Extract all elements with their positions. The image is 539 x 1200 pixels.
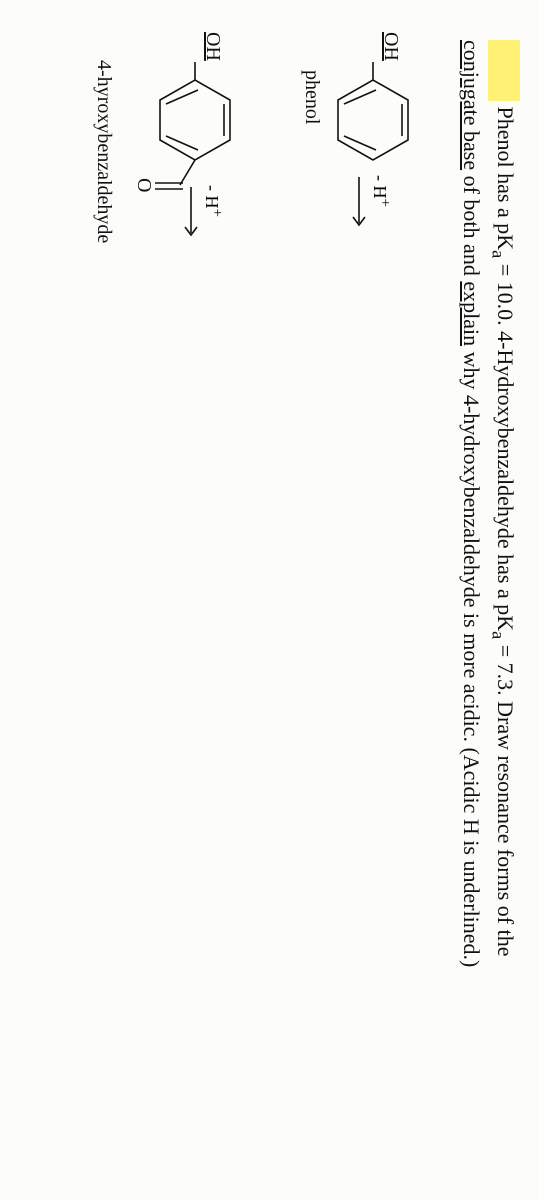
hba-row: O OH - H+ 4-hyroxybenzaldehyde: [60, 40, 260, 1200]
highlight-bar: [488, 40, 520, 101]
question-text: Phenol has a pKa = 10.0. 4-Hydroxybenzal…: [456, 40, 520, 1200]
phenol-label: phenol: [300, 70, 323, 124]
q-line2-c: explain: [459, 281, 484, 346]
q-line2-a: conjugate base: [459, 40, 484, 170]
minus-h-text-2: - H: [202, 185, 222, 209]
q-line1-sub-a: a: [489, 250, 509, 258]
arrow-svg-1: [349, 175, 369, 235]
page: Phenol has a pKa = 10.0. 4-Hydroxybenzal…: [0, 0, 539, 1200]
minus-h-text-1: - H: [370, 175, 390, 199]
rotated-content: Phenol has a pKa = 10.0. 4-Hydroxybenzal…: [60, 40, 520, 1200]
minus-h-2: - H+: [201, 185, 225, 217]
plus-1: +: [377, 199, 393, 207]
q-line1-c: = 7.3. Draw resonance forms of the: [493, 639, 518, 956]
oh-text-1: OH: [380, 32, 402, 61]
q-line2-b: of both and: [459, 170, 484, 281]
minus-h-1: - H+: [369, 175, 393, 207]
plus-2: +: [209, 209, 225, 217]
q-line1-a: Phenol has a pK: [493, 107, 518, 251]
arrow-svg-2: [181, 185, 201, 245]
deprotonation-arrow-2: - H+: [201, 185, 225, 217]
oh-label-2: OH: [201, 32, 224, 61]
q-line1-b: = 10.0. 4-Hydroxybenzaldehyde has a pK: [493, 258, 518, 631]
hba-label: 4-hyroxybenzaldehyde: [92, 60, 115, 243]
phenol-row: OH - H+ phenol: [278, 40, 438, 1200]
oh-label-1: OH: [379, 32, 402, 61]
q-line2-d: why 4-hydroxybenzaldehyde is more acidic…: [459, 346, 484, 967]
oh-text-2: OH: [202, 32, 224, 61]
deprotonation-arrow-1: - H+: [369, 175, 393, 207]
svg-text:O: O: [133, 178, 155, 192]
